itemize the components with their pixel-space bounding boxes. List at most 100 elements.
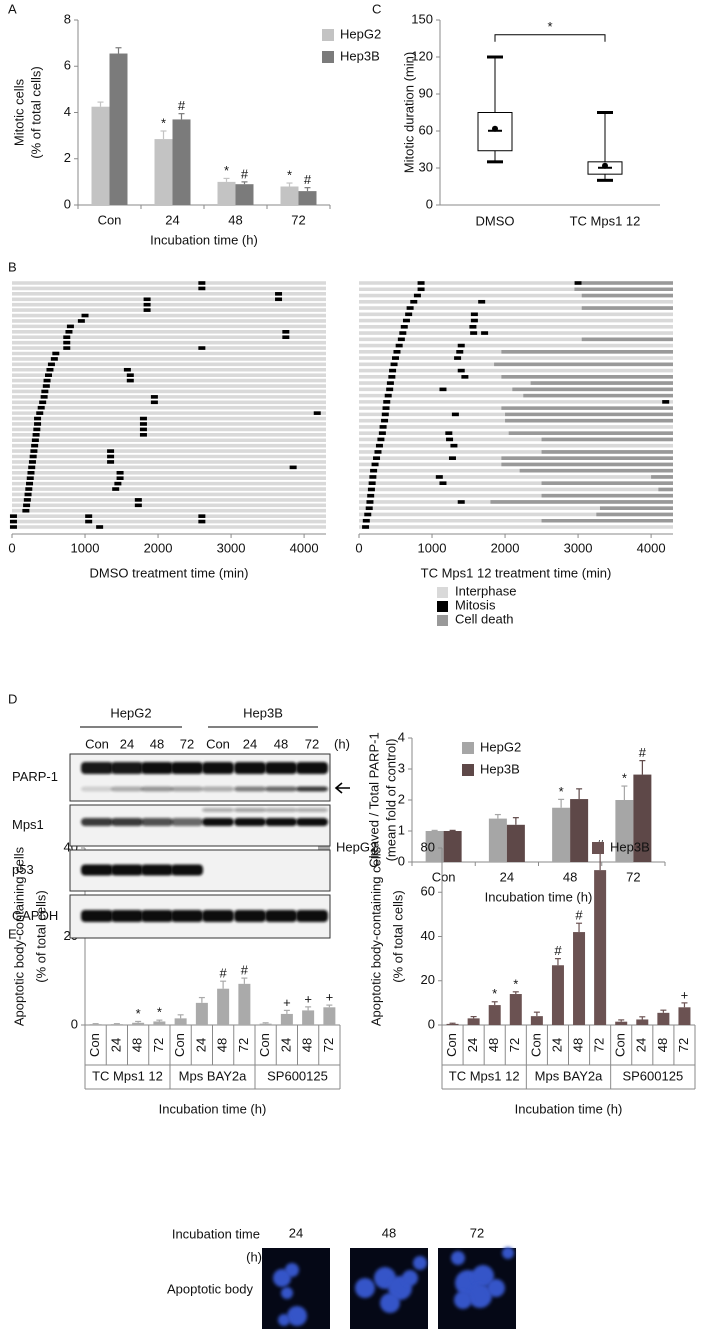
x-tick-label: 24 <box>193 1038 208 1052</box>
x-tick-label: 48 <box>563 869 577 884</box>
mitosis <box>406 306 414 310</box>
x-tick-label: 4000 <box>637 540 666 555</box>
y-axis-label: (% of total cells) <box>28 66 43 158</box>
mitosis <box>456 350 464 354</box>
blot-band <box>202 762 234 774</box>
mitosis <box>81 313 89 318</box>
mitosis <box>66 324 74 329</box>
x-tick-label: 3000 <box>564 540 593 555</box>
mitosis <box>275 292 283 296</box>
panel-label: C <box>372 1 381 16</box>
x-tick-label: DMSO <box>476 213 515 228</box>
blot-band <box>81 818 113 826</box>
significance-marker: * <box>492 986 497 1001</box>
mitosis <box>445 431 453 435</box>
mitosis <box>374 450 382 454</box>
mitosis <box>368 481 376 486</box>
blot-band <box>171 910 203 922</box>
mitosis <box>478 299 486 304</box>
bar <box>446 1023 459 1025</box>
x-axis-label: TC Mps1 12 treatment time (min) <box>421 565 612 580</box>
significance-marker: * <box>157 1005 162 1020</box>
mitosis <box>139 433 147 437</box>
y-tick-label: 30 <box>419 159 433 174</box>
mitosis <box>367 487 375 492</box>
x-axis-label: Incubation time (h) <box>150 232 258 247</box>
legend-label: Interphase <box>455 583 516 598</box>
panel-label: B <box>8 259 17 274</box>
blot-band <box>111 762 143 774</box>
mitosis <box>30 449 38 453</box>
blot-band <box>265 818 297 826</box>
bar <box>657 1012 670 1025</box>
mitosis <box>134 498 142 502</box>
mitosis <box>382 406 390 410</box>
bar <box>298 191 317 205</box>
mitosis <box>400 324 408 329</box>
mitosis <box>362 518 370 523</box>
legend-label: Cell death <box>455 611 514 626</box>
lane-label: 48 <box>150 736 164 751</box>
x-tick-label: 24 <box>634 1038 649 1052</box>
mitosis <box>454 356 462 360</box>
mitosis <box>448 456 456 460</box>
bar <box>509 994 522 1025</box>
blot-band <box>265 786 297 792</box>
blot-band <box>141 864 173 876</box>
blot-group-label: Hep3B <box>243 705 283 720</box>
mitosis <box>107 449 115 453</box>
x-tick-label: 48 <box>570 1038 585 1052</box>
panel-label: E <box>8 926 17 941</box>
mitosis <box>126 378 134 383</box>
mitosis <box>386 381 394 385</box>
nucleus <box>468 1284 492 1308</box>
blot-group-label: HepG2 <box>110 705 151 720</box>
mitosis <box>33 427 41 432</box>
y-axis-label: Apoptotic body-containing cells <box>368 846 383 1026</box>
y-tick-label: 20 <box>421 972 435 987</box>
nucleus <box>502 1247 514 1259</box>
mitosis <box>392 356 400 360</box>
group-label: Mps BAY2a <box>535 1068 603 1083</box>
mitosis <box>26 476 34 480</box>
significance-marker: * <box>622 770 627 785</box>
bar <box>238 983 251 1025</box>
mitosis <box>143 297 151 302</box>
y-tick-label: 150 <box>411 11 433 26</box>
mitosis <box>384 393 392 398</box>
mitosis <box>112 487 120 491</box>
bar <box>551 965 564 1025</box>
group-label: Mps BAY2a <box>179 1068 247 1083</box>
bar <box>488 1005 501 1025</box>
blot-band <box>111 910 143 922</box>
x-tick-label: 1000 <box>418 540 447 555</box>
bar <box>132 1022 145 1025</box>
mitosis <box>139 422 147 426</box>
mitosis <box>123 367 131 372</box>
blot-band <box>265 762 297 774</box>
mitosis <box>457 368 465 373</box>
bar <box>109 53 128 205</box>
bar <box>280 186 299 205</box>
x-tick-label: Con <box>172 1033 187 1057</box>
mitosis <box>198 519 206 524</box>
bar <box>280 1013 293 1025</box>
x-tick-label: 24 <box>549 1038 564 1052</box>
mitosis <box>34 422 42 426</box>
mitosis <box>662 400 670 404</box>
significance-marker: * <box>136 1006 141 1021</box>
mitosis <box>379 425 387 429</box>
mitosis <box>389 368 397 373</box>
mean-dot <box>602 162 608 169</box>
significance-marker: # <box>178 98 186 113</box>
blot-band <box>234 786 266 792</box>
mitosis <box>364 512 372 517</box>
image-axis-unit: (h) <box>246 1249 262 1264</box>
y-axis-label: Apoptotic body-containing cells <box>11 846 26 1026</box>
significance-marker: # <box>554 943 562 958</box>
y-tick-label: 0 <box>428 1016 435 1031</box>
bar <box>174 1018 187 1025</box>
blot-band <box>296 786 328 792</box>
bar <box>154 139 173 205</box>
